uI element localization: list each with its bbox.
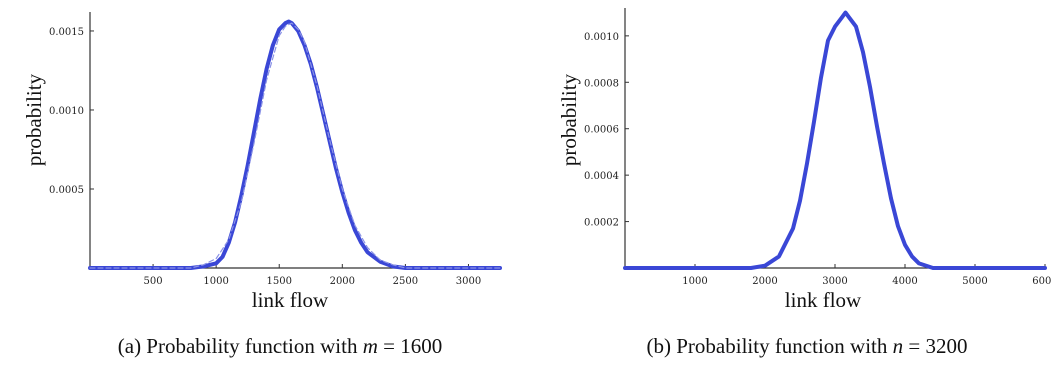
y-tick-label: 0.0005	[49, 185, 84, 196]
dashed-series-line	[89, 22, 501, 269]
y-tick-label: 0.0010	[49, 106, 84, 117]
x-axis-title: link flow	[252, 288, 329, 312]
y-axis-title: probability	[557, 73, 581, 166]
caption-suffix: = 1600	[378, 334, 442, 358]
x-tick-label: 1000	[682, 276, 707, 287]
x-tick-label: 1000	[203, 276, 228, 287]
caption-prefix: (b) Probability function with	[647, 334, 893, 358]
y-tick-label: 0.0006	[584, 125, 619, 136]
y-ticks: 0.0005 0.0010 0.0015	[49, 27, 94, 196]
y-ticks: 0.0002 0.0004 0.0006 0.0008 0.0010	[584, 32, 629, 229]
x-tick-label: 2000	[330, 276, 355, 287]
y-tick-label: 0.0008	[584, 78, 619, 89]
chart-panel-a: 500 1000 1500 2000 2500 3000 0.00050.00100.00…	[22, 12, 502, 358]
x-tick-label: 5000	[962, 276, 987, 287]
figure-caption-a: (a) Probability function with m = 1600	[118, 334, 442, 358]
caption-variable: m	[363, 334, 378, 358]
caption-suffix: = 3200	[903, 334, 967, 358]
y-tick-label: 0.0010	[584, 32, 619, 43]
x-tick-label: 4000	[892, 276, 917, 287]
x-axis-title: link flow	[785, 288, 862, 312]
y-tick-label: 0.0004	[584, 171, 619, 182]
y-tick-label: 0.0002	[584, 218, 619, 229]
y-axis-title: probability	[22, 73, 46, 166]
x-tick-label: 2000	[752, 276, 777, 287]
x-tick-label: 2500	[393, 276, 418, 287]
x-tick-label: 3000	[456, 276, 481, 287]
solid-series-line	[88, 19, 502, 270]
x-tick-label: 1500	[267, 276, 292, 287]
caption-variable: n	[893, 334, 904, 358]
y-tick-label: 0.0015	[49, 27, 84, 38]
series-layer	[88, 19, 502, 270]
solid-series-line	[623, 10, 1047, 270]
x-tick-label: 3000	[822, 276, 847, 287]
series-layer	[623, 10, 1047, 270]
x-tick-label: 500	[144, 276, 163, 287]
figure-caption-b: (b) Probability function with n = 3200	[647, 334, 968, 358]
caption-prefix: (a) Probability function with	[118, 334, 363, 358]
